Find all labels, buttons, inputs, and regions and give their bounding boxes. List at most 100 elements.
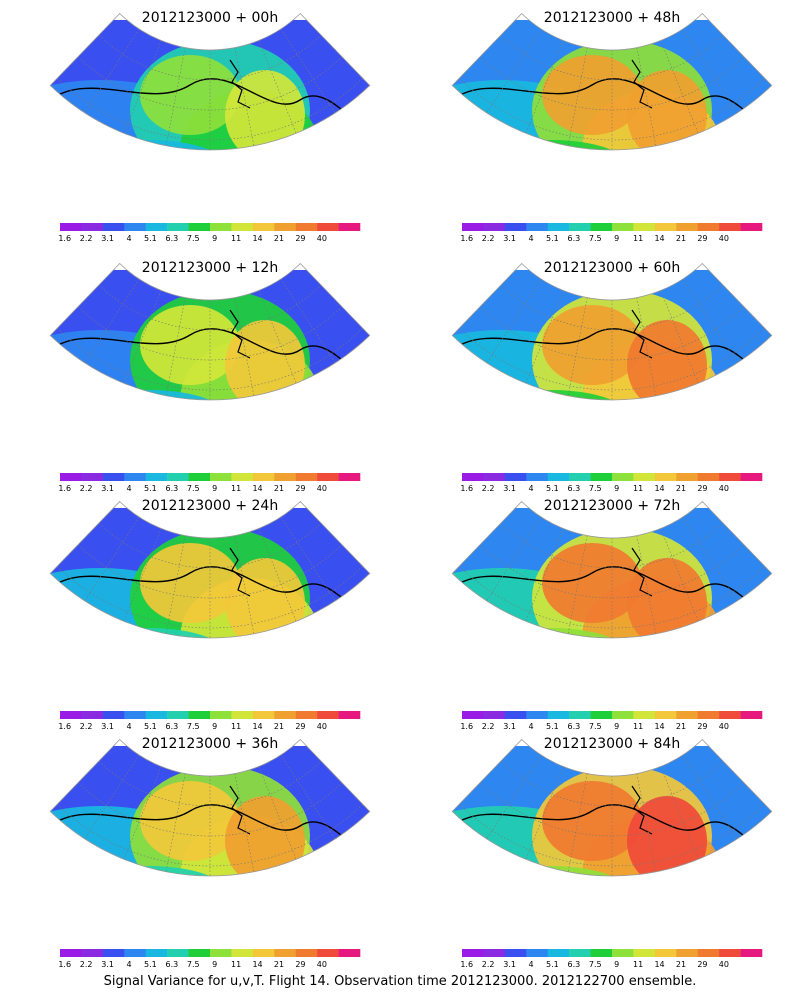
graticule (234, 297, 255, 396)
colorbar-tick-label: 11 (633, 484, 643, 493)
graticule (567, 47, 588, 146)
colorbar-tick-label: 11 (633, 960, 643, 969)
graticule (486, 278, 542, 364)
colorbar-swatch (252, 223, 275, 231)
coastline (631, 547, 653, 597)
colorbar-swatch (504, 223, 527, 231)
panel-title: 2012123000 + 48h (544, 10, 680, 26)
colorbar-tick-label: 6.3 (567, 722, 580, 731)
colorbar-tick-label: 21 (274, 234, 284, 243)
graticule (567, 297, 588, 396)
colorbar: 1.6 2.2 3.1 4 5.1 6.3 7.5 9 11 14 21 29 40 (460, 223, 763, 243)
colorbar-swatch (210, 711, 232, 719)
graticule (500, 34, 724, 81)
colorbar-tick-label: 5.1 (144, 960, 157, 969)
colorbar-tick-label: 7.5 (589, 722, 602, 731)
colorbar-swatch (676, 949, 699, 957)
graticule (84, 754, 140, 840)
colorbar-swatch (719, 223, 741, 231)
colorbar-tick-label: 29 (295, 234, 305, 243)
colorbar-swatch (526, 949, 549, 957)
colorbar-swatch (526, 711, 549, 719)
colorbar-tick-label: 9 (614, 484, 619, 493)
colorbar-swatch (60, 949, 82, 957)
colorbar-tick-label: 11 (633, 722, 643, 731)
colorbar-tick-label: 21 (676, 484, 686, 493)
graticule (56, 804, 364, 867)
colorbar-tick-label: 2.2 (80, 484, 93, 493)
coastline (50, 566, 370, 620)
colorbar-swatch (167, 711, 189, 719)
graticule (84, 516, 140, 602)
colorbar: 1.6 2.2 3.1 4 5.1 6.3 7.5 9 11 14 21 29 40 (460, 473, 763, 493)
colorbar-swatch (231, 711, 254, 719)
colorbar-swatch (654, 223, 677, 231)
coastline (452, 566, 772, 620)
graticule (123, 766, 162, 860)
colorbar-swatch (569, 711, 591, 719)
colorbar-swatch (145, 711, 168, 719)
graticule (234, 773, 255, 872)
colorbar-tick-label: 5.1 (546, 234, 559, 243)
colorbar-tick-label: 29 (295, 960, 305, 969)
colorbar-swatch (102, 223, 125, 231)
colorbar-swatch (504, 949, 527, 957)
coastline (50, 328, 370, 382)
colorbar-swatch (740, 473, 763, 481)
graticule (234, 535, 255, 634)
colorbar-tick-label: 7.5 (589, 234, 602, 243)
colorbar-swatch (569, 949, 591, 957)
graticule (280, 278, 336, 364)
panel-title: 2012123000 + 24h (142, 498, 278, 514)
graticule (165, 535, 186, 634)
colorbar-swatch (676, 223, 699, 231)
colorbar-swatch (462, 711, 484, 719)
colorbar-tick-label: 3.1 (101, 960, 114, 969)
graticule (165, 47, 186, 146)
map-border (451, 500, 773, 639)
colorbar-tick-label: 2.2 (482, 234, 495, 243)
map-border (49, 738, 371, 877)
coastline (452, 804, 772, 858)
colorbar-tick-label: 40 (719, 484, 729, 493)
colorbar: 1.6 2.2 3.1 4 5.1 6.3 7.5 9 11 14 21 29 40 (460, 949, 763, 969)
colorbar-swatch (697, 473, 720, 481)
colorbar-tick-label: 5.1 (546, 484, 559, 493)
coastline (229, 785, 251, 835)
colorbar-swatch (81, 711, 104, 719)
colorbar: 1.6 2.2 3.1 4 5.1 6.3 7.5 9 11 14 21 29 40 (460, 711, 763, 731)
colorbar-tick-label: 29 (697, 960, 707, 969)
colorbar-swatch (145, 473, 168, 481)
colorbar-tick-label: 4 (126, 722, 131, 731)
graticule (525, 40, 564, 134)
graticule (660, 528, 699, 622)
coastline (229, 309, 251, 359)
colorbar-swatch (547, 711, 570, 719)
colorbar-tick-label: 6.3 (165, 484, 178, 493)
colorbar-tick-label: 11 (633, 234, 643, 243)
variance-field (452, 263, 772, 400)
colorbar-tick-label: 4 (528, 960, 533, 969)
graticule (234, 47, 255, 146)
graticule (165, 297, 186, 396)
panel-title: 2012123000 + 36h (142, 736, 278, 752)
colorbar-swatch (697, 949, 720, 957)
colorbar-swatch (124, 223, 147, 231)
map-border (49, 500, 371, 639)
graticule (660, 290, 699, 384)
colorbar-swatch (167, 949, 189, 957)
colorbar-tick-label: 29 (295, 484, 305, 493)
colorbar-swatch (102, 949, 125, 957)
colorbar-swatch (719, 949, 741, 957)
colorbar-swatch (483, 711, 506, 719)
map-panel: 2012123000 + 00h 1.6 2.2 3.1 4 5.1 6.3 7.5 9 11 14… (49, 10, 371, 243)
colorbar-tick-label: 11 (231, 234, 241, 243)
colorbar-tick-label: 21 (676, 722, 686, 731)
graticule (280, 754, 336, 840)
graticule (486, 516, 542, 602)
colorbar-swatch (231, 223, 254, 231)
graticule (500, 522, 724, 569)
colorbar-swatch (60, 473, 82, 481)
colorbar-swatch (654, 473, 677, 481)
colorbar-tick-label: 7.5 (187, 722, 200, 731)
